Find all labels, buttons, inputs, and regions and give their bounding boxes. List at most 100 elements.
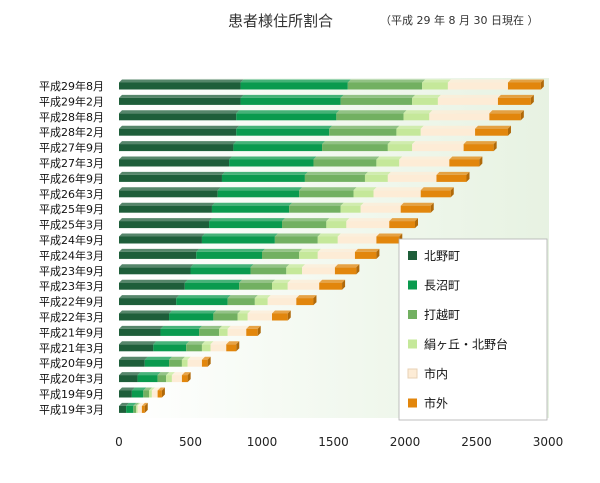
bar-segment xyxy=(272,282,288,290)
bar-segment xyxy=(403,113,430,121)
bar-segment xyxy=(287,282,320,290)
bar-segment-top xyxy=(153,341,190,345)
bar-segment xyxy=(347,82,423,90)
bar-segment xyxy=(190,267,251,275)
bar-segment-top xyxy=(166,372,175,376)
bar-segment-top xyxy=(184,279,243,283)
bar-segment-top xyxy=(176,295,231,299)
bar-segment-top xyxy=(213,310,241,314)
bar-segment-top xyxy=(239,279,276,283)
bar-segment-top xyxy=(387,141,416,145)
bar-segment xyxy=(489,113,521,121)
bar-segment-top xyxy=(387,171,440,175)
bar-segment xyxy=(184,282,240,290)
bar-segment-top xyxy=(209,218,286,222)
bar-segment xyxy=(157,375,167,383)
bar-segment-top xyxy=(126,402,137,406)
bar-segment-top xyxy=(412,94,441,98)
bar-end-cap xyxy=(342,279,346,290)
bar-segment-top xyxy=(272,279,291,283)
bar-segment xyxy=(119,390,132,398)
bar-segment xyxy=(329,128,397,136)
bar-segment-top xyxy=(181,372,191,376)
bar-segment xyxy=(119,282,185,290)
x-tick-label: 500 xyxy=(179,435,202,449)
legend-item: 市外 xyxy=(408,396,448,411)
bar-end-cap xyxy=(507,125,511,136)
category-label: 平成19年3月 xyxy=(39,402,104,416)
bar-segment-top xyxy=(347,79,426,83)
bar-segment xyxy=(412,144,464,152)
bar-segment-top xyxy=(186,341,205,345)
bar-row xyxy=(119,218,419,229)
bar-segment-top xyxy=(420,125,479,129)
bar-segment xyxy=(131,390,144,398)
bar-segment-top xyxy=(201,233,278,237)
bar-segment-top xyxy=(399,156,453,160)
bar-segment-top xyxy=(119,279,188,283)
bar-segment-top xyxy=(119,295,180,299)
bar-segment xyxy=(160,328,200,336)
bar-segment xyxy=(119,128,237,136)
bar-segment-top xyxy=(119,125,240,129)
bar-segment-top xyxy=(437,94,501,98)
category-label: 平成25年3月 xyxy=(39,218,104,232)
bar-segment xyxy=(302,267,335,275)
category-label: 平成26年9月 xyxy=(39,171,104,185)
bar-segment-top xyxy=(119,233,205,237)
category-label: 平成26年3月 xyxy=(39,187,104,201)
bar-segment-top xyxy=(237,310,251,314)
bar-segment-top xyxy=(364,171,391,175)
bar-segment xyxy=(449,159,480,167)
bar-segment-top xyxy=(337,233,380,237)
bar-segment-top xyxy=(463,141,497,145)
bar-segment xyxy=(199,328,220,336)
bar-segment-top xyxy=(246,325,261,329)
bar-segment-top xyxy=(157,387,165,391)
bar-segment-top xyxy=(210,341,230,345)
bar-segment-top xyxy=(217,187,303,191)
bar-segment-top xyxy=(190,264,254,268)
bar-segment xyxy=(119,82,241,90)
bar-segment-top xyxy=(449,156,483,160)
bar-segment xyxy=(119,236,202,244)
bar-segment xyxy=(181,375,188,383)
bar-segment-top xyxy=(354,248,380,252)
bar-segment-top xyxy=(119,202,215,206)
legend-box xyxy=(398,238,548,421)
bar-end-cap xyxy=(161,387,165,398)
category-label: 平成23年3月 xyxy=(39,279,104,293)
bar-segment-top xyxy=(196,248,265,252)
bar-segment-top xyxy=(475,125,511,129)
bar-end-cap xyxy=(530,94,534,105)
bar-segment-top xyxy=(272,310,291,314)
bar-row xyxy=(119,341,240,352)
bar-segment xyxy=(211,205,290,213)
bar-segment xyxy=(196,251,262,259)
bar-segment xyxy=(233,144,323,152)
bar-end-cap xyxy=(493,141,497,152)
bar-row xyxy=(119,171,470,182)
x-axis-ticks: 0 500 1000 1500 2000 2500 3000 xyxy=(115,435,563,449)
bar-segment-top xyxy=(119,110,240,114)
bar-segment-top xyxy=(313,156,380,160)
bar-segment-top xyxy=(131,387,147,391)
bar-segment xyxy=(119,375,138,383)
bar-segment xyxy=(317,236,338,244)
bar-segment-top xyxy=(181,356,191,360)
bar-segment xyxy=(240,97,341,105)
category-label: 平成22年3月 xyxy=(39,310,104,324)
bar-segment xyxy=(436,174,467,182)
bar-segment-top xyxy=(319,279,346,283)
bar-segment-top xyxy=(119,310,173,314)
bar-segment-top xyxy=(119,325,164,329)
bar-segment xyxy=(322,144,388,152)
bar-segment-top xyxy=(373,187,424,191)
bar-segment xyxy=(133,405,137,413)
bar-segment xyxy=(389,221,416,229)
bar-segment-top xyxy=(141,402,148,406)
bar-segment xyxy=(507,82,541,90)
bar-segment xyxy=(126,405,134,413)
legend-label: 市内 xyxy=(424,366,448,381)
bar-segment xyxy=(400,205,431,213)
